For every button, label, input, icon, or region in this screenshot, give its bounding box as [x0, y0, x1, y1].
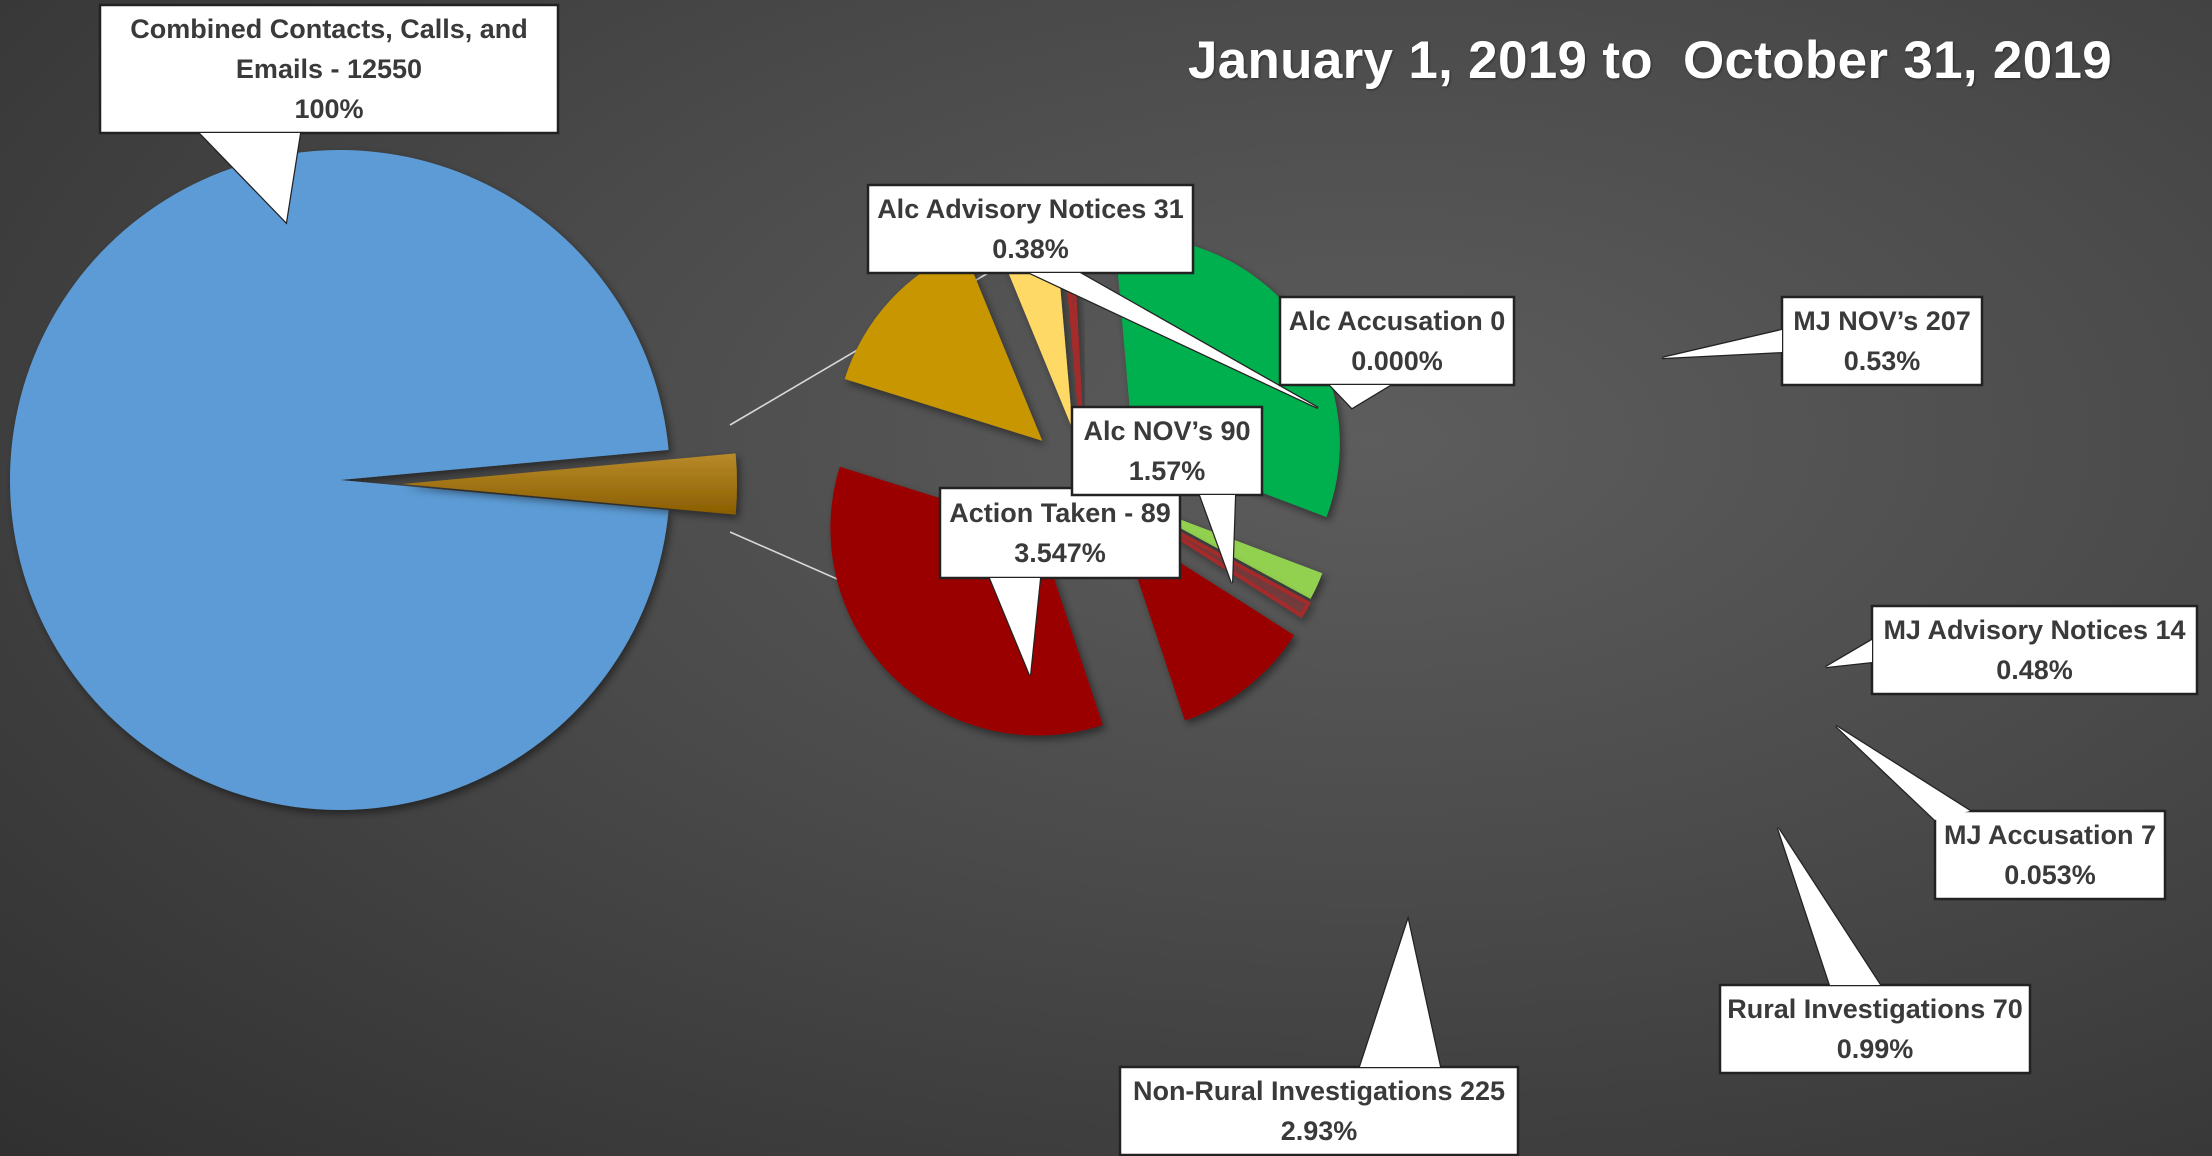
callout-pointer-fill: [1030, 273, 1318, 408]
callout-text-line: Action Taken - 89: [949, 498, 1171, 528]
callout-pointer-fill: [1826, 640, 1872, 667]
callout-box: [1780, 295, 1984, 387]
callout-pointer-fill: [1778, 828, 1880, 985]
callout-rural-investigations: Rural Investigations 70 0.99%: [1718, 827, 2032, 1075]
callout-pointer-fill: [200, 133, 300, 222]
callout-box: [1870, 604, 2199, 696]
callout-pointer-fill: [1200, 495, 1235, 583]
callout-text-line: MJ NOV’s 207: [1793, 306, 1971, 336]
callout-mj-advisory-notices: MJ Advisory Notices 14 0.48%: [1825, 604, 2199, 696]
slice-action-taken: [402, 453, 738, 515]
callout-box: [1718, 983, 2032, 1075]
callout-pointer-fill: [1836, 726, 1970, 820]
callout-box: [98, 3, 560, 135]
data-callouts: Combined Contacts, Calls, and Emails - 12…: [98, 3, 2199, 1156]
callout-alc-accusation: Alc Accusation 0 0.000%: [1278, 295, 1516, 410]
callout-pointer-fill: [1662, 330, 1782, 358]
callout-box: [1933, 809, 2167, 901]
callout-text-line: Emails - 12550: [236, 54, 422, 84]
callout-text-line: Rural Investigations 70: [1727, 994, 2023, 1024]
callout-text-line: 0.000%: [1351, 346, 1443, 376]
callout-text-line: 3.547%: [1014, 538, 1106, 568]
callout-text-line: Alc Advisory Notices 31: [877, 194, 1184, 224]
callout-text-line: Combined Contacts, Calls, and: [130, 14, 528, 44]
callout-pointer-fill: [1360, 920, 1440, 1067]
slice-combined-contacts: [9, 149, 669, 810]
callout-text-line: Non-Rural Investigations 225: [1133, 1076, 1505, 1106]
callout-non-rural-investigations: Non-Rural Investigations 225 2.93%: [1118, 915, 1520, 1156]
callout-text-line: 0.99%: [1837, 1034, 1914, 1064]
callout-text-line: MJ Advisory Notices 14: [1883, 615, 2185, 645]
callout-text-line: 2.93%: [1281, 1116, 1358, 1146]
callout-action-taken: Action Taken - 89 3.547%: [938, 486, 1182, 676]
callout-box: [866, 183, 1195, 275]
callout-box: [1070, 405, 1264, 497]
callout-combined-contacts: Combined Contacts, Calls, and Emails - 12…: [98, 3, 560, 225]
callout-text-line: 0.53%: [1844, 346, 1921, 376]
callout-pointer-fill: [1330, 385, 1390, 408]
callout-text-line: Alc Accusation 0: [1289, 306, 1506, 336]
callout-text-line: MJ Accusation 7: [1944, 820, 2156, 850]
callout-box: [1278, 295, 1516, 387]
callout-text-line: 100%: [294, 94, 363, 124]
callout-text-line: 1.57%: [1129, 456, 1206, 486]
callout-text-line: 0.48%: [1996, 655, 2073, 685]
callout-mj-nov: MJ NOV’s 207 0.53%: [1661, 295, 1984, 387]
callout-alc-nov: Alc NOV’s 90 1.57%: [1070, 405, 1264, 584]
chart-title: January 1, 2019 to October 31, 2019: [1187, 31, 2113, 90]
callout-text-line: 0.053%: [2004, 860, 2096, 890]
callout-alc-advisory-notices: Alc Advisory Notices 31 0.38%: [866, 183, 1319, 410]
callout-box: [1118, 1065, 1520, 1156]
slice-alc-nov: [844, 249, 1043, 441]
callout-text-line: Alc NOV’s 90: [1083, 416, 1250, 446]
callout-pointer-fill: [990, 578, 1040, 675]
callout-box: [938, 486, 1182, 580]
callout-text-line: 0.38%: [992, 234, 1069, 264]
callout-mj-accusation: MJ Accusation 7 0.053%: [1835, 724, 2167, 901]
